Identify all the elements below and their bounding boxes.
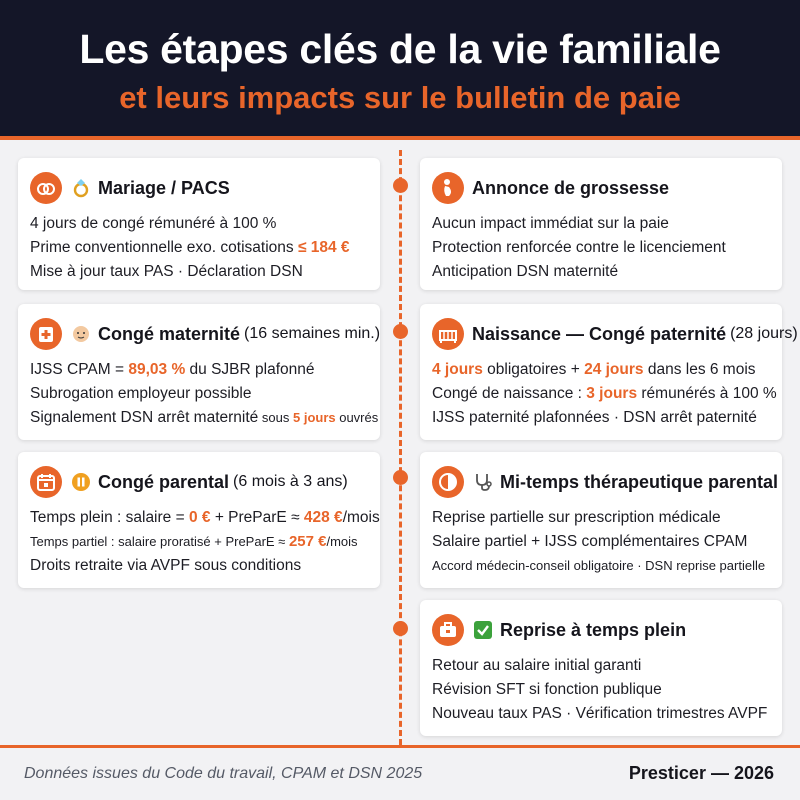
page-title: Les étapes clés de la vie familiale bbox=[79, 26, 721, 72]
card-line: Nouveau taux PAS · Vérification trimestr… bbox=[432, 705, 768, 722]
card-line: Congé de naissance : 3 jours rémunérés à… bbox=[432, 385, 777, 402]
timeline-dot bbox=[393, 470, 408, 485]
card-line: IJSS CPAM = 89,03 % du SJBR plafonné bbox=[30, 361, 315, 378]
card-line: Signalement DSN arrêt maternité sous 5 j… bbox=[30, 409, 379, 426]
card-line: Aucun impact immédiat sur la paie bbox=[432, 215, 669, 232]
card-line: Accord médecin-conseil obligatoire · DSN… bbox=[432, 558, 766, 573]
page-subtitle: et leurs impacts sur le bulletin de paie bbox=[119, 80, 681, 115]
card-maternite: Congé maternité (16 semaines min.) IJSS … bbox=[18, 304, 380, 440]
card-line: Protection renforcée contre le licenciem… bbox=[432, 239, 726, 256]
card-line: Subrogation employeur possible bbox=[30, 385, 252, 402]
crib-icon bbox=[432, 318, 464, 350]
card-line: 4 jours obligatoires + 24 jours dans les… bbox=[432, 361, 756, 378]
medical-icon bbox=[30, 318, 62, 350]
card-grossesse: Annonce de grossesse Aucun impact immédi… bbox=[420, 158, 782, 290]
card-reprise: Reprise à temps plein Retour au salaire … bbox=[420, 600, 782, 736]
card-naissance: Naissance — Congé paternité (28 jours) 4… bbox=[420, 304, 798, 440]
pause-emoji bbox=[70, 471, 92, 493]
card-line: Prime conventionnelle exo. cotisations ≤… bbox=[30, 239, 350, 256]
card-title-note: (6 mois à 3 ans) bbox=[233, 473, 348, 490]
card-title: Naissance — Congé paternité bbox=[472, 323, 727, 344]
card-line: Droits retraite via AVPF sous conditions bbox=[30, 557, 302, 574]
briefcase-icon bbox=[432, 614, 464, 646]
card-title-note: (28 jours) bbox=[730, 325, 798, 342]
card-line: Temps plein : salaire = 0 € + PreParE ≈ … bbox=[30, 509, 380, 526]
card-title: Reprise à temps plein bbox=[500, 619, 687, 640]
card-title: Mi-temps thérapeutique parental bbox=[500, 471, 779, 492]
rings-icon bbox=[30, 172, 62, 204]
check-emoji bbox=[472, 619, 494, 641]
card-mitemps: Mi-temps thérapeutique parental Reprise … bbox=[420, 452, 782, 588]
timeline-dot bbox=[393, 621, 408, 636]
footer-brand: Presticer — 2026 bbox=[628, 763, 774, 783]
footer-source: Données issues du Code du travail, CPAM … bbox=[24, 765, 423, 782]
card-parental: Congé parental (6 mois à 3 ans) Temps pl… bbox=[18, 452, 380, 588]
clock-icon bbox=[432, 466, 464, 498]
timeline-line bbox=[399, 150, 402, 745]
card-line: Salaire partiel + IJSS complémentaires C… bbox=[432, 533, 748, 550]
card-title-note: (16 semaines min.) bbox=[244, 325, 381, 342]
ring-emoji bbox=[70, 177, 92, 199]
card-mariage: Mariage / PACS 4 jours de congé rémunéré… bbox=[18, 158, 380, 290]
card-line: Anticipation DSN maternité bbox=[432, 263, 619, 280]
card-title: Congé maternité bbox=[98, 323, 241, 344]
timeline-dot bbox=[393, 178, 408, 193]
card-line: Retour au salaire initial garanti bbox=[432, 657, 642, 674]
timeline-dot bbox=[393, 324, 408, 339]
stethoscope-emoji bbox=[472, 471, 494, 493]
card-line: Reprise partielle sur prescription médic… bbox=[432, 509, 721, 526]
card-title: Congé parental bbox=[98, 471, 230, 492]
card-line: Mise à jour taux PAS · Déclaration DSN bbox=[30, 263, 303, 280]
card-line: 4 jours de congé rémunéré à 100 % bbox=[30, 215, 277, 232]
calendar-icon bbox=[30, 466, 62, 498]
card-line: IJSS paternité plafonnées · DSN arrêt pa… bbox=[432, 409, 757, 426]
pregnancy-icon bbox=[432, 172, 464, 204]
header-banner: Les étapes clés de la vie familiale et l… bbox=[0, 0, 800, 140]
card-title: Mariage / PACS bbox=[98, 177, 230, 198]
card-line: Révision SFT si fonction publique bbox=[432, 681, 662, 698]
card-line: Temps partiel : salaire proratisé + PreP… bbox=[30, 533, 358, 550]
card-title: Annonce de grossesse bbox=[472, 177, 670, 198]
baby-emoji bbox=[70, 323, 92, 345]
footer-divider bbox=[0, 745, 800, 748]
